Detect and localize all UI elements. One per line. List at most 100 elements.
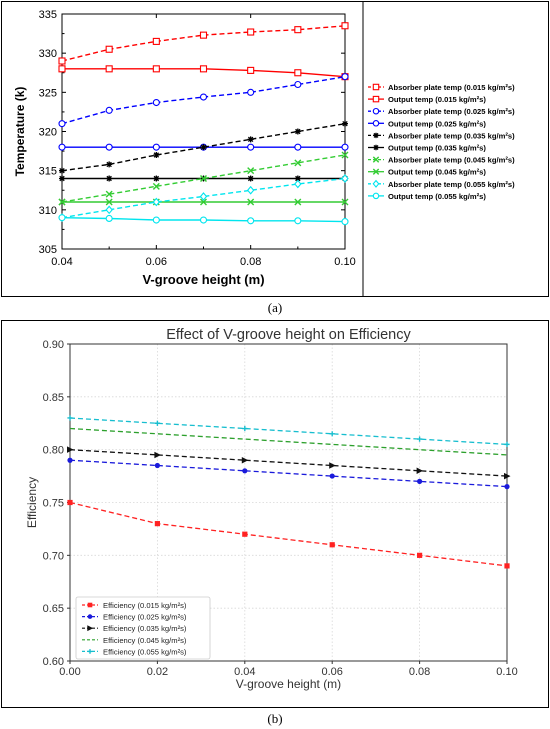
x-tick-label-b: 0.04 [234,666,255,678]
data-point-a [341,22,349,30]
data-point-a [294,175,301,182]
data-point-a [200,198,207,206]
legend-marker-a [372,120,380,127]
data-point-a [247,66,255,74]
data-point-a [152,197,161,207]
y-axis-label-b: Efficiency [25,477,39,528]
legend-label-a: Absorber plate temp (0.045 kg/m²s) [388,156,515,165]
data-point-b [417,436,423,442]
series-line-b [69,501,508,567]
legend-marker-b [87,625,94,632]
series-line-b [69,417,508,446]
data-point-b [154,420,160,426]
y-tick-label-b: 0.85 [43,392,64,404]
legend-label-b: Efficiency (0.055 kg/m²s) [103,647,187,656]
data-point-a [59,175,65,182]
legend-label-b: Efficiency (0.045 kg/m²s) [103,636,187,645]
series-b-0 [67,499,510,569]
x-tick-label-b: 0.06 [321,666,342,678]
data-point-a [105,143,113,151]
series-a-9 [58,214,349,226]
data-point-a [105,205,113,215]
legend-marker-a [372,168,380,175]
series-b-2 [67,446,511,480]
data-point-a [58,120,66,128]
data-point-b [417,478,423,484]
series-line-b [69,449,508,477]
data-point-b [329,473,335,479]
data-point-a [105,65,113,73]
data-point-a [341,151,349,159]
data-point-a [341,218,349,226]
data-point-b [329,431,335,437]
chart-a: 305 310 315 320 325 330 335 0.04 0.06 0.08 0.10 V-g… [1,1,549,297]
y-tick-label-a: 310 [39,205,57,217]
series-a-0 [58,22,349,65]
series-line-b [69,459,508,488]
caption-a: (a) [268,300,282,315]
panel-a-frame [1,1,549,297]
data-point-b [242,468,248,474]
data-point-a [341,174,349,183]
data-point-a [199,93,208,101]
y-tick-label-b: 0.75 [43,498,64,510]
data-point-b [154,521,160,527]
legend-label-a: Output temp (0.015 kg/m²s) [388,95,486,104]
data-point-a [200,144,207,151]
legend-label-a: Absorber plate temp (0.015 kg/m²s) [388,83,515,92]
data-point-b [67,457,73,463]
series-a-7 [58,198,349,206]
legend-marker-a [372,192,380,200]
y-tick-label-b: 0.80 [43,445,64,457]
data-point-b [67,446,74,453]
x-tick-label-b: 0.10 [496,666,517,678]
series-line-b [69,427,508,456]
data-point-a [152,216,160,224]
legend-marker-b [87,602,93,608]
data-point-a [199,192,208,201]
data-point-a [199,216,208,224]
data-point-b [242,531,248,537]
x-tick-label-a: 0.04 [51,256,72,268]
y-tick-label-a: 325 [39,87,57,99]
data-point-b [504,472,511,480]
x-axis-label-b: V-groove height (m) [236,677,341,691]
chart-title-b: Effect of V-groove height on Efficiency [166,327,411,343]
data-point-a [58,214,66,222]
legend-label-a: Absorber plate temp (0.035 kg/m²s) [388,131,515,140]
legend-label-a: Output temp (0.025 kg/m²s) [388,119,486,128]
data-point-a [341,143,349,151]
legend-label-a: Output temp (0.055 kg/m²s) [388,192,486,201]
series-a-8 [58,174,349,223]
data-point-a [105,198,113,206]
series-b-1 [67,457,510,490]
data-point-a [58,57,66,65]
data-point-b [154,462,160,469]
data-point-b [242,425,248,432]
data-point-a [200,175,207,182]
data-point-a [342,120,348,127]
x-tick-label-b: 0.00 [59,666,80,678]
y-tick-label-a: 305 [39,244,57,256]
data-point-a [294,198,302,206]
data-point-a [294,159,302,167]
data-point-b [154,451,161,459]
legend-marker-b [87,649,93,654]
data-point-a [294,26,302,34]
data-point-b [67,499,73,506]
data-point-a [105,45,113,53]
data-point-a [294,80,302,89]
legend-label-a: Output temp (0.035 kg/m²s) [388,144,486,153]
series-b-3 [69,427,508,456]
data-point-b [504,484,510,490]
legend-label-a: Output temp (0.045 kg/m²s) [388,168,486,177]
data-point-a [247,28,255,36]
legend-marker-a [372,95,380,103]
y-tick-label-a: 330 [39,48,57,60]
legend-b: Efficiency (0.015 kg/m²s) Efficiency (0.0… [75,596,211,660]
legend-marker-a [373,144,379,151]
caption-b: (b) [267,711,282,726]
series-a-2 [58,73,349,128]
legend-marker-a [372,179,380,188]
legend-label-b: Efficiency (0.025 kg/m²s) [103,613,187,622]
